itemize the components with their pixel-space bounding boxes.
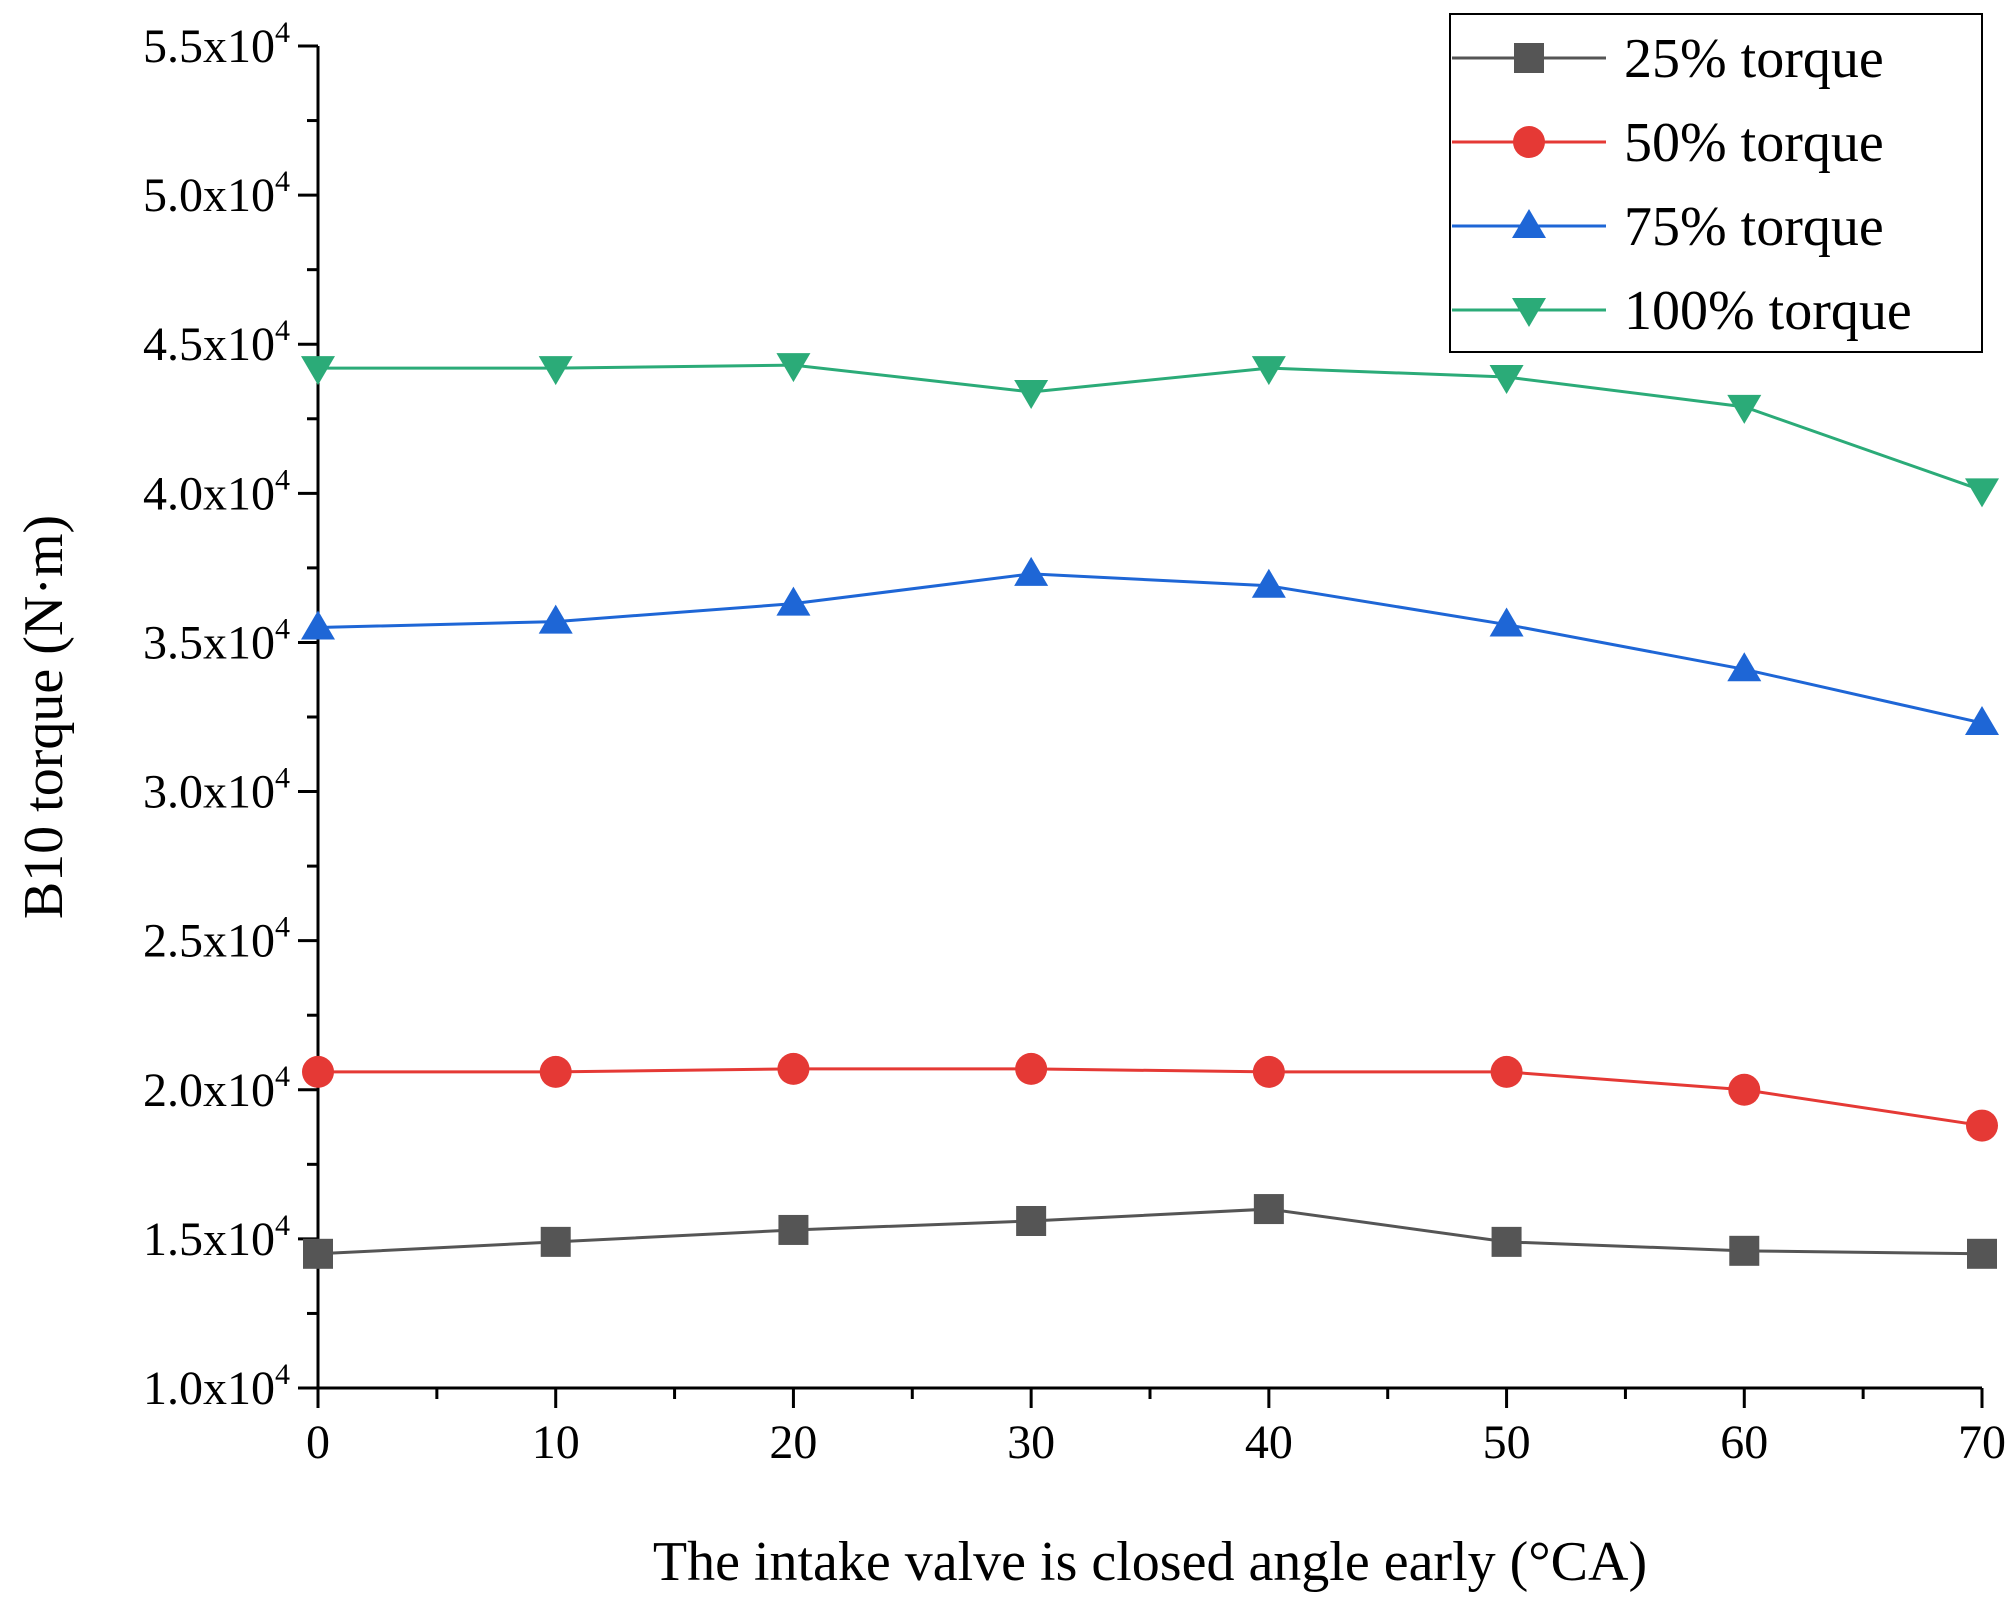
data-point	[1253, 1194, 1284, 1225]
data-point	[1966, 1109, 1998, 1142]
data-point	[776, 353, 811, 383]
data-point	[1251, 568, 1286, 598]
legend-item: 25% torque	[1452, 28, 1884, 90]
y-tick-exponent: 4	[275, 463, 290, 496]
y-axis-ticks: 1.0x1041.5x1042.0x1042.5x1043.0x1043.5x1…	[143, 16, 318, 1415]
legend-marker	[1512, 298, 1546, 327]
series-3	[301, 556, 1999, 735]
y-tick-label: 5.0x104	[143, 165, 290, 222]
x-axis-ticks: 0 10 20 30 40 50 60 70	[306, 1388, 2006, 1469]
y-tick-label: 5.5x104	[143, 16, 290, 73]
y-tick-mantissa: 4.5x10	[143, 318, 275, 371]
data-point	[1967, 1238, 1997, 1269]
data-point	[776, 586, 811, 616]
data-point	[1252, 1055, 1285, 1088]
data-point	[539, 1055, 572, 1088]
data-point	[778, 1214, 809, 1245]
series-line	[317, 572, 1983, 725]
y-tick-exponent: 4	[275, 1358, 290, 1391]
legend-item: 75% torque	[1452, 196, 1884, 258]
legend-marker	[1512, 209, 1546, 238]
y-tick-label: 1.0x104	[143, 1358, 290, 1415]
data-point	[1729, 1235, 1760, 1266]
legend-label: 100% torque	[1624, 280, 1912, 342]
legend-label: 75% torque	[1624, 196, 1884, 258]
data-point	[302, 1055, 334, 1088]
data-point	[1727, 394, 1762, 424]
y-tick-mantissa: 5.0x10	[143, 169, 275, 222]
x-tick-label: 20	[769, 1416, 817, 1469]
legend-label: 50% torque	[1624, 112, 1884, 174]
series-1	[303, 1194, 1997, 1269]
y-tick-mantissa: 3.5x10	[143, 616, 275, 669]
data-point	[301, 356, 335, 386]
data-point	[1489, 607, 1524, 637]
data-point	[538, 604, 573, 634]
y-tick-label: 4.5x104	[143, 314, 290, 371]
series-2	[302, 1052, 1998, 1142]
legend-item: 50% torque	[1452, 112, 1884, 174]
y-tick-label: 3.5x104	[143, 612, 290, 669]
data-point	[1491, 1226, 1522, 1257]
y-tick-mantissa: 3.0x10	[143, 766, 275, 819]
legend-label: 25% torque	[1624, 28, 1884, 90]
y-tick-mantissa: 4.0x10	[143, 467, 275, 520]
data-point	[1727, 652, 1762, 682]
y-tick-exponent: 4	[275, 314, 290, 347]
y-tick-label: 2.0x104	[143, 1060, 290, 1117]
series-line	[318, 363, 1983, 492]
y-tick-exponent: 4	[275, 762, 290, 795]
data-point	[538, 356, 573, 386]
data-point	[1014, 556, 1049, 586]
x-axis-title: The intake valve is closed angle early (…	[653, 1531, 1647, 1593]
data-point	[540, 1226, 571, 1257]
x-tick-label: 10	[532, 1416, 580, 1469]
data-point	[301, 610, 335, 640]
y-tick-exponent: 4	[275, 911, 290, 944]
data-point	[1965, 705, 1999, 735]
data-point	[1014, 379, 1049, 409]
legend-marker	[1513, 126, 1545, 158]
data-point	[1965, 478, 1999, 508]
series-line	[317, 1207, 1983, 1256]
data-point	[303, 1238, 333, 1269]
y-tick-exponent: 4	[275, 1209, 290, 1242]
series-line	[318, 1067, 1983, 1128]
y-axis-title: B10 torque (N·m)	[13, 515, 75, 919]
data-point	[777, 1052, 810, 1085]
y-tick-exponent: 4	[275, 1060, 290, 1093]
x-tick-label: 70	[1958, 1416, 2006, 1469]
x-tick-label: 60	[1720, 1416, 1768, 1469]
y-tick-mantissa: 1.5x10	[143, 1213, 275, 1266]
legend: 25% torque 50% torque 75% torque 100% torqu…	[1449, 13, 1983, 353]
legend-marker	[1514, 43, 1544, 73]
y-tick-label: 1.5x104	[143, 1209, 290, 1266]
data-point	[1489, 365, 1524, 395]
x-tick-label: 0	[306, 1416, 330, 1469]
y-tick-exponent: 4	[275, 612, 290, 645]
data-point	[1015, 1052, 1048, 1085]
x-tick-label: 40	[1245, 1416, 1293, 1469]
series-4	[301, 353, 1999, 508]
y-tick-mantissa: 2.5x10	[143, 915, 275, 968]
y-tick-exponent: 4	[275, 165, 290, 198]
y-tick-mantissa: 2.0x10	[143, 1064, 275, 1117]
y-tick-mantissa: 5.5x10	[143, 20, 275, 73]
y-tick-label: 4.0x104	[143, 463, 290, 520]
x-tick-label: 50	[1483, 1416, 1531, 1469]
y-tick-label: 3.0x104	[143, 762, 290, 819]
x-tick-label: 30	[1007, 1416, 1055, 1469]
y-tick-label: 2.5x104	[143, 911, 290, 968]
data-point	[1251, 356, 1286, 386]
y-tick-exponent: 4	[275, 16, 290, 49]
series-layer	[301, 353, 1999, 1269]
legend-item: 100% torque	[1452, 280, 1912, 342]
data-point	[1728, 1073, 1761, 1106]
data-point	[1016, 1205, 1047, 1236]
y-tick-mantissa: 1.0x10	[143, 1362, 275, 1415]
data-point	[1490, 1055, 1523, 1088]
